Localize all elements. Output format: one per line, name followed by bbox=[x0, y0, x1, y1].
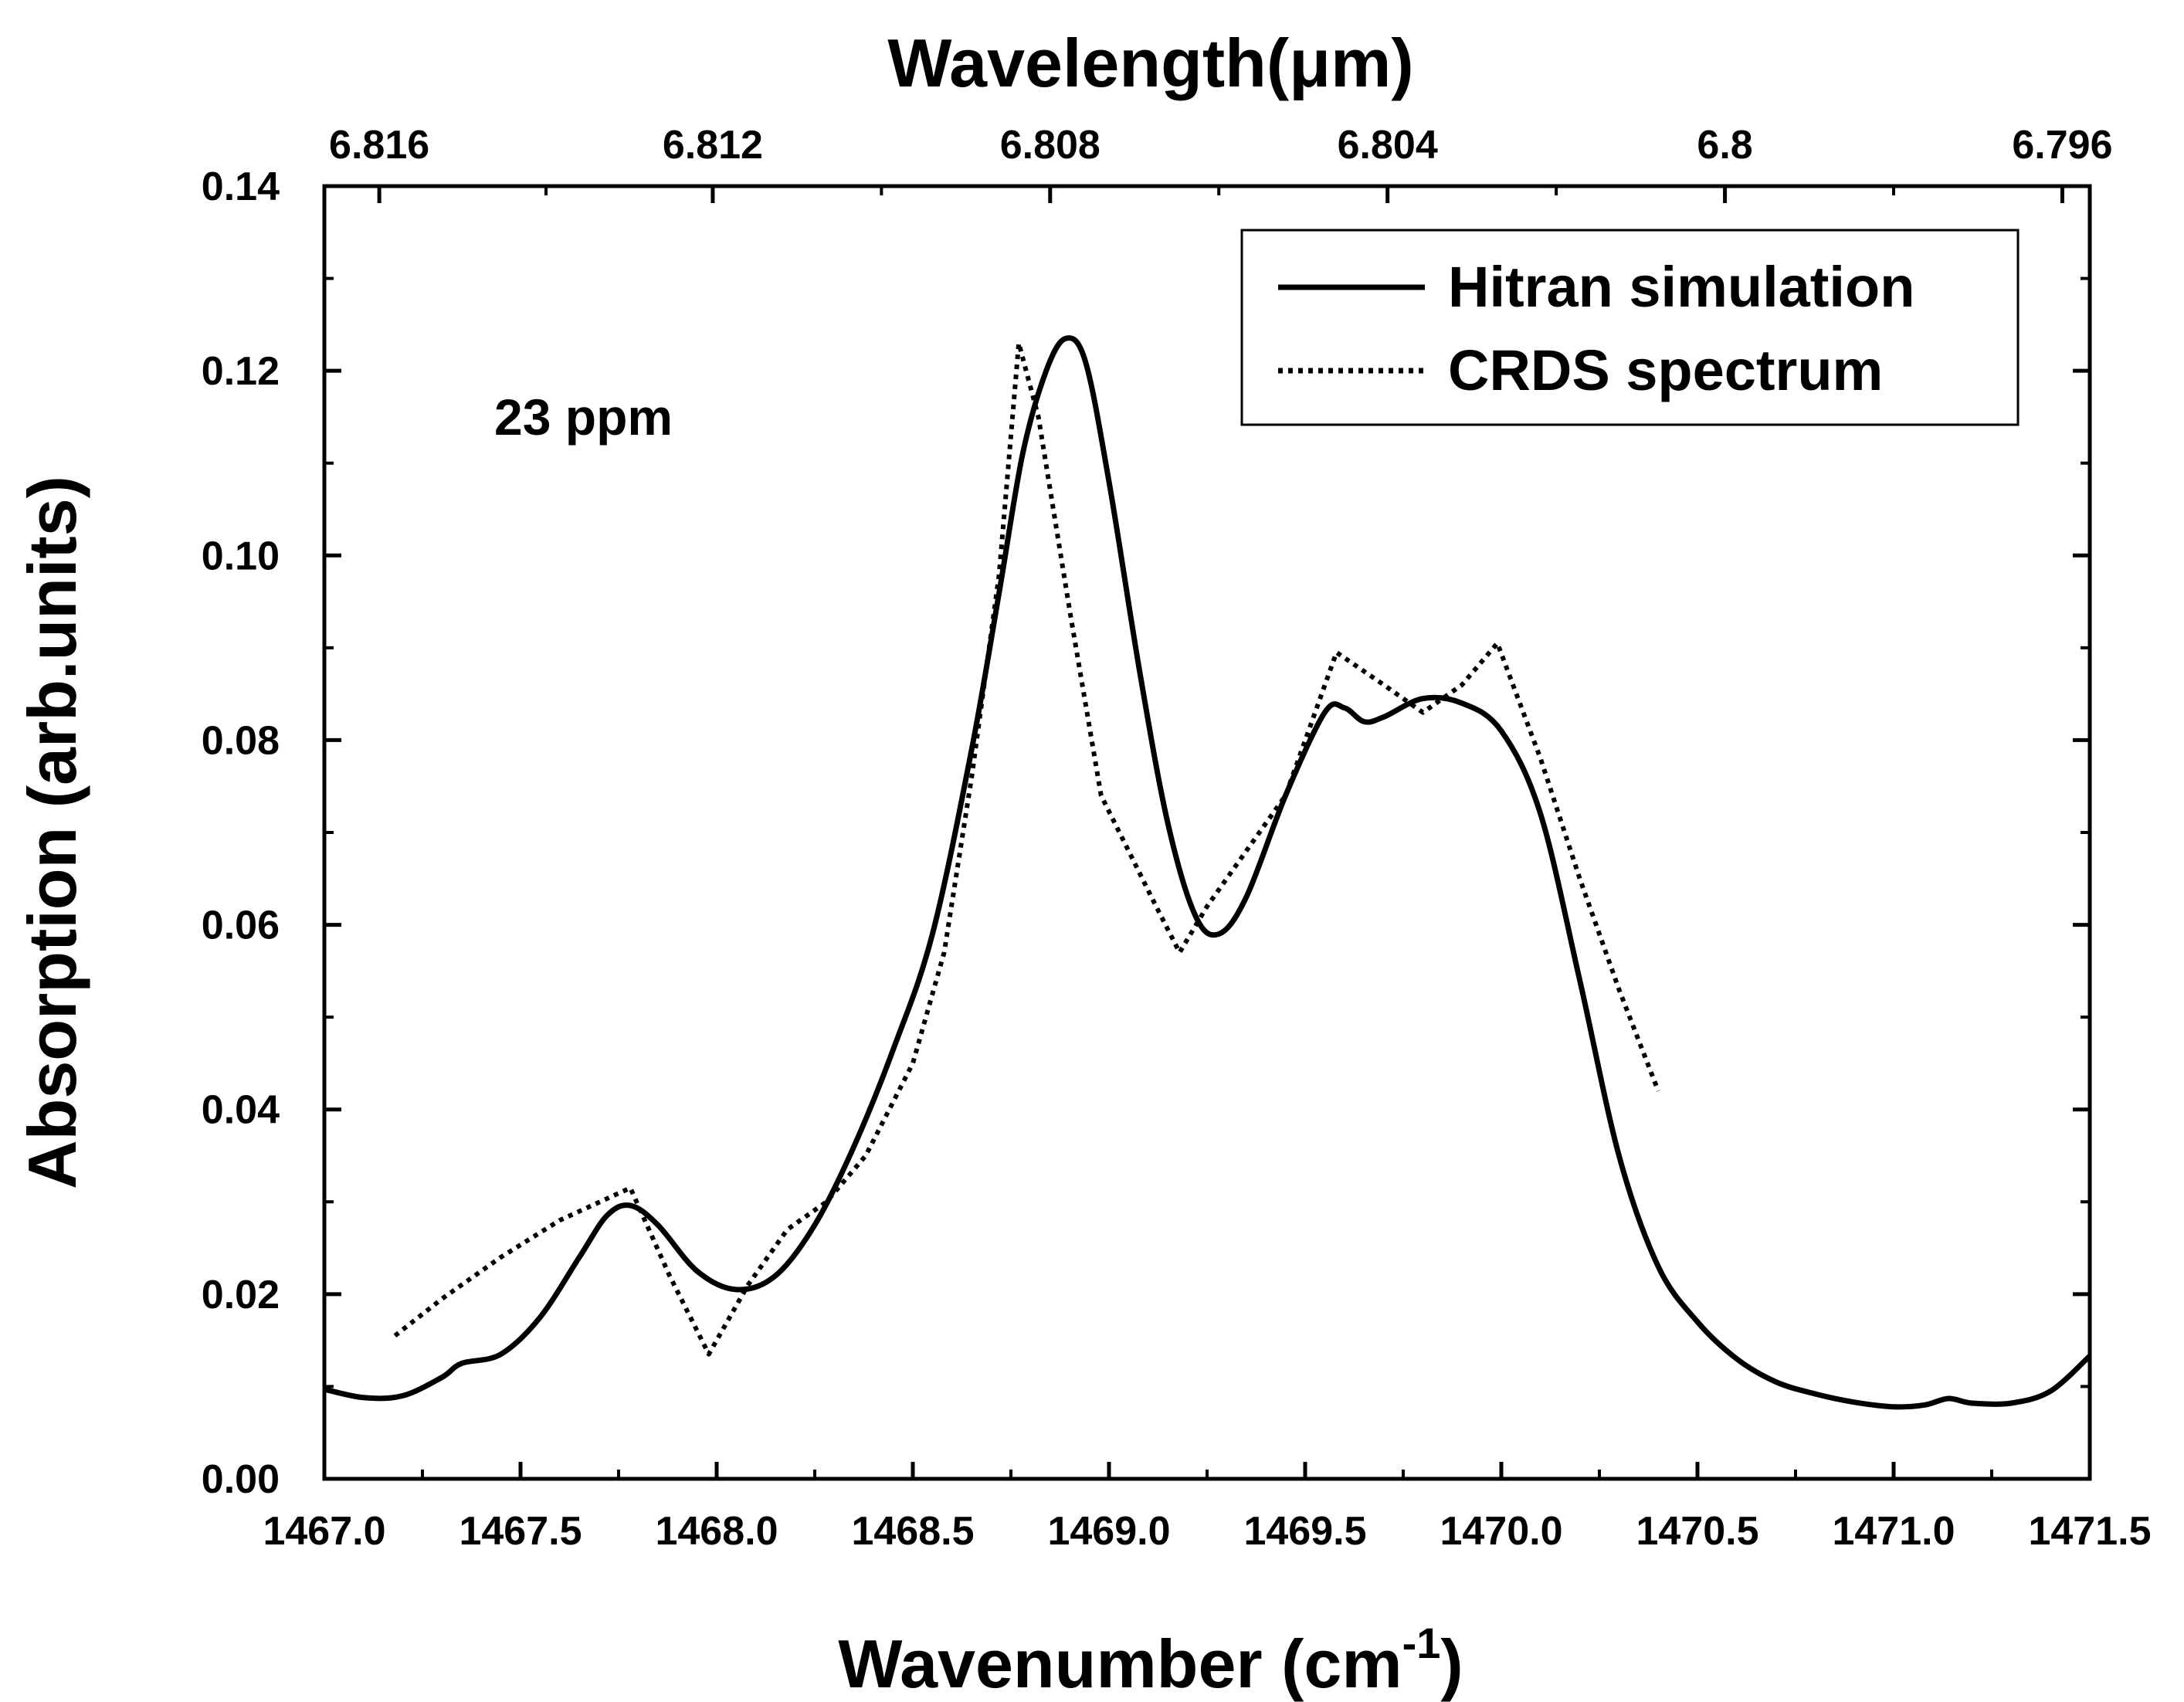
top-tick-label: 6.796 bbox=[2012, 123, 2112, 168]
x-axis-title: Wavenumber (cm-1) bbox=[838, 1619, 1463, 1702]
y-tick-label: 0.10 bbox=[202, 534, 280, 578]
series-line-hitran bbox=[324, 335, 2090, 1410]
x-tick-label: 1471.5 bbox=[2028, 1509, 2151, 1554]
top-tick-label: 6.804 bbox=[1338, 123, 1438, 168]
x-tick-label: 1470.0 bbox=[1440, 1509, 1562, 1554]
top-axis-title: Wavelength(μm) bbox=[887, 25, 1413, 101]
x-tick-label: 1468.5 bbox=[851, 1509, 974, 1554]
x-tick-label: 1469.0 bbox=[1047, 1509, 1170, 1554]
concentration-annotation: 23 ppm bbox=[494, 388, 673, 446]
y-axis-title: Absorption (arb.units) bbox=[14, 476, 90, 1189]
x-tick-label: 1469.5 bbox=[1243, 1509, 1366, 1554]
y-tick-label: 0.14 bbox=[202, 164, 280, 209]
series-layer bbox=[324, 335, 2090, 1410]
x-axis-title-sup: -1 bbox=[1402, 1619, 1441, 1667]
x-axis-title-suffix: ) bbox=[1440, 1626, 1463, 1702]
top-axis-ticks: 6.816 6.812 6.808 6.804 6.8 6.796 bbox=[329, 123, 2113, 203]
x-axis-title-main: Wavenumber (cm bbox=[838, 1626, 1402, 1702]
legend-label-crds: CRDS spectrum bbox=[1448, 338, 1883, 402]
y-tick-label: 0.06 bbox=[202, 904, 280, 948]
y-tick-label: 0.04 bbox=[202, 1088, 280, 1133]
y-tick-label: 0.02 bbox=[202, 1273, 280, 1317]
x-axis-ticks: 1467.0 1467.5 1468.0 1468.5 1469.0 1469.5 1470… bbox=[263, 1462, 2152, 1554]
x-tick-label: 1471.0 bbox=[1832, 1509, 1955, 1554]
top-tick-label: 6.8 bbox=[1697, 123, 1752, 168]
x-tick-label: 1468.0 bbox=[655, 1509, 778, 1554]
top-tick-label: 6.816 bbox=[329, 123, 429, 168]
legend: Hitran simulation CRDS spectrum bbox=[1240, 229, 2020, 426]
y-tick-label: 0.00 bbox=[202, 1457, 280, 1502]
y-tick-label: 0.12 bbox=[202, 349, 280, 394]
top-tick-label: 6.808 bbox=[1000, 123, 1100, 168]
x-tick-label: 1467.0 bbox=[263, 1509, 385, 1554]
top-tick-label: 6.812 bbox=[663, 123, 763, 168]
legend-label-hitran: Hitran simulation bbox=[1448, 255, 1914, 319]
y-tick-label: 0.08 bbox=[202, 718, 280, 763]
y-axis-ticks: 0.00 0.02 0.04 0.06 0.08 0.10 0.12 0.14 bbox=[202, 164, 2090, 1502]
x-tick-label: 1467.5 bbox=[459, 1509, 582, 1554]
legend-box bbox=[1240, 229, 2020, 426]
x-tick-label: 1470.5 bbox=[1636, 1509, 1758, 1554]
